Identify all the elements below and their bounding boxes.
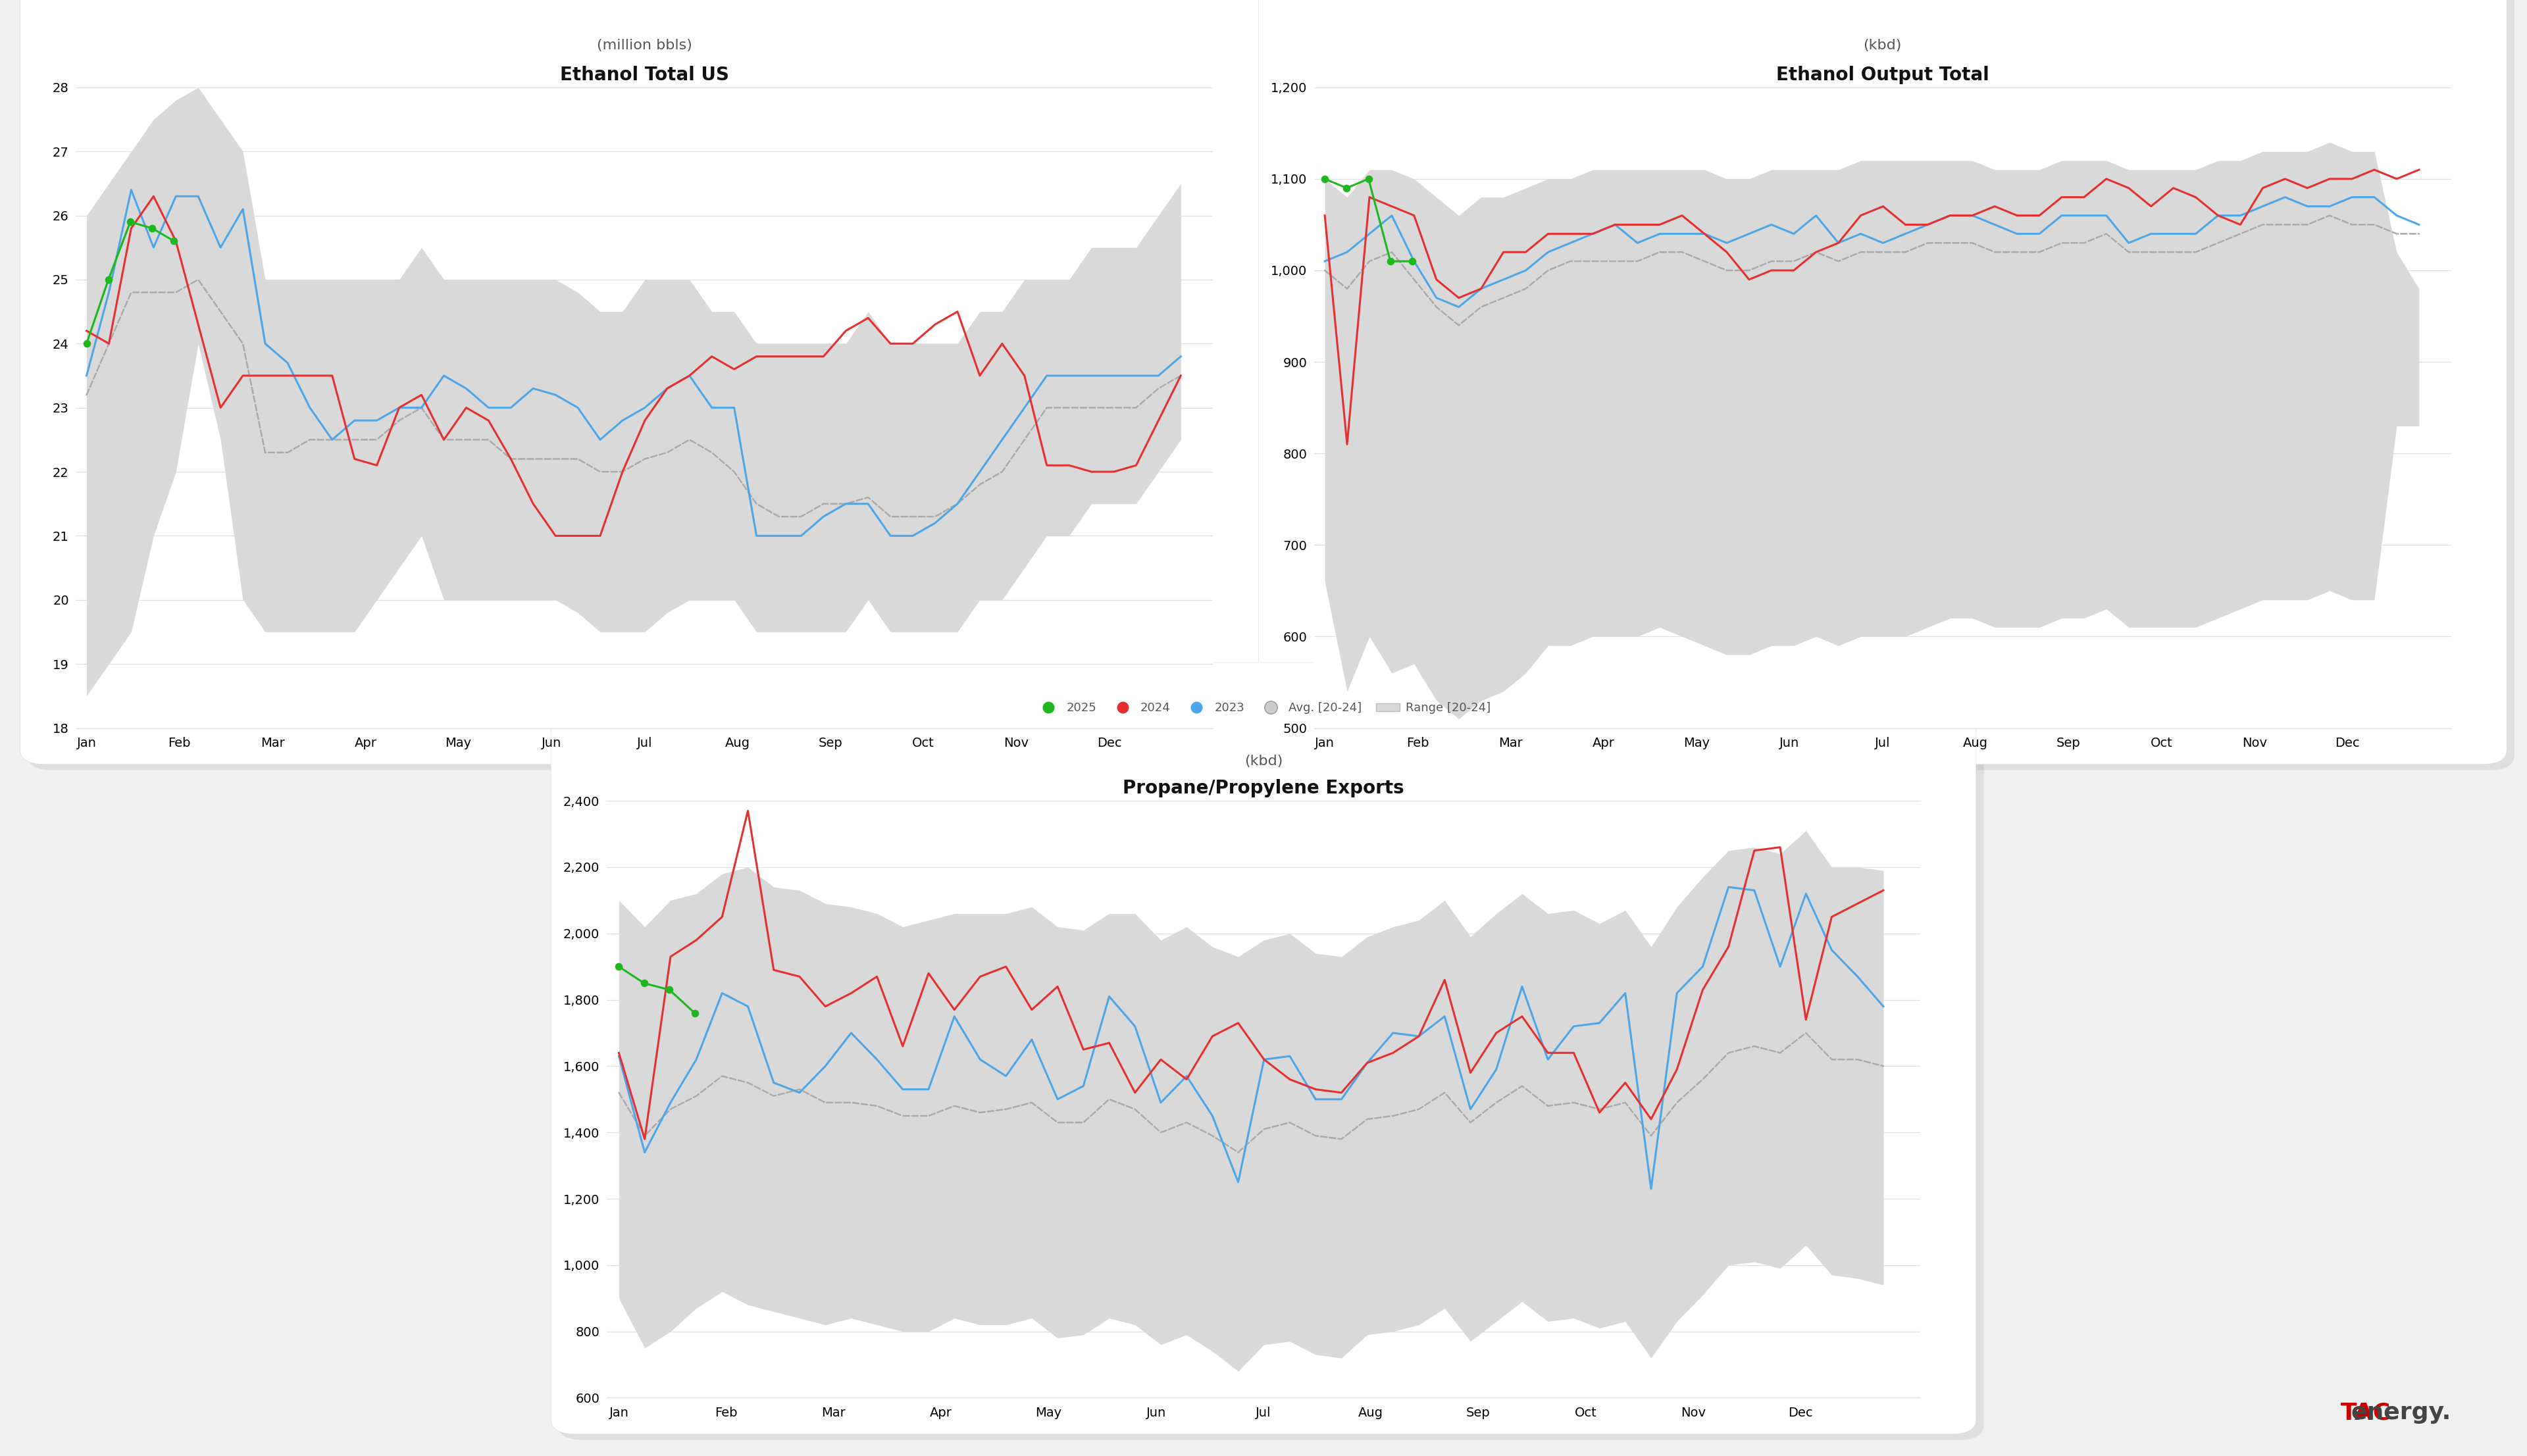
Point [111,210,152,233]
Text: (million bbls): (million bbls) [596,39,692,52]
Point [1304,167,1344,191]
Legend: 2025, 2024, 2023, Avg. [20-24], Range [20-24]: 2025, 2024, 2023, Avg. [20-24], Range [2… [1036,702,1491,713]
Text: (kbd): (kbd) [1862,39,1903,52]
Text: (kbd): (kbd) [1243,754,1284,767]
Point [1370,249,1410,272]
Point [154,230,195,253]
Point [624,971,665,994]
Point [131,217,172,240]
Point [88,268,129,291]
Point [675,1002,715,1025]
Title: Ethanol Output Total: Ethanol Output Total [1776,66,1989,84]
Point [1392,249,1433,272]
Point [1327,176,1367,199]
Point [649,978,690,1002]
Point [599,955,639,978]
Point [66,332,106,355]
Text: TAC: TAC [2340,1402,2391,1424]
Text: energy.: energy. [2350,1402,2451,1424]
Title: Ethanol Total US: Ethanol Total US [561,66,728,84]
Title: Propane/Propylene Exports: Propane/Propylene Exports [1122,779,1405,798]
Point [1349,167,1390,191]
